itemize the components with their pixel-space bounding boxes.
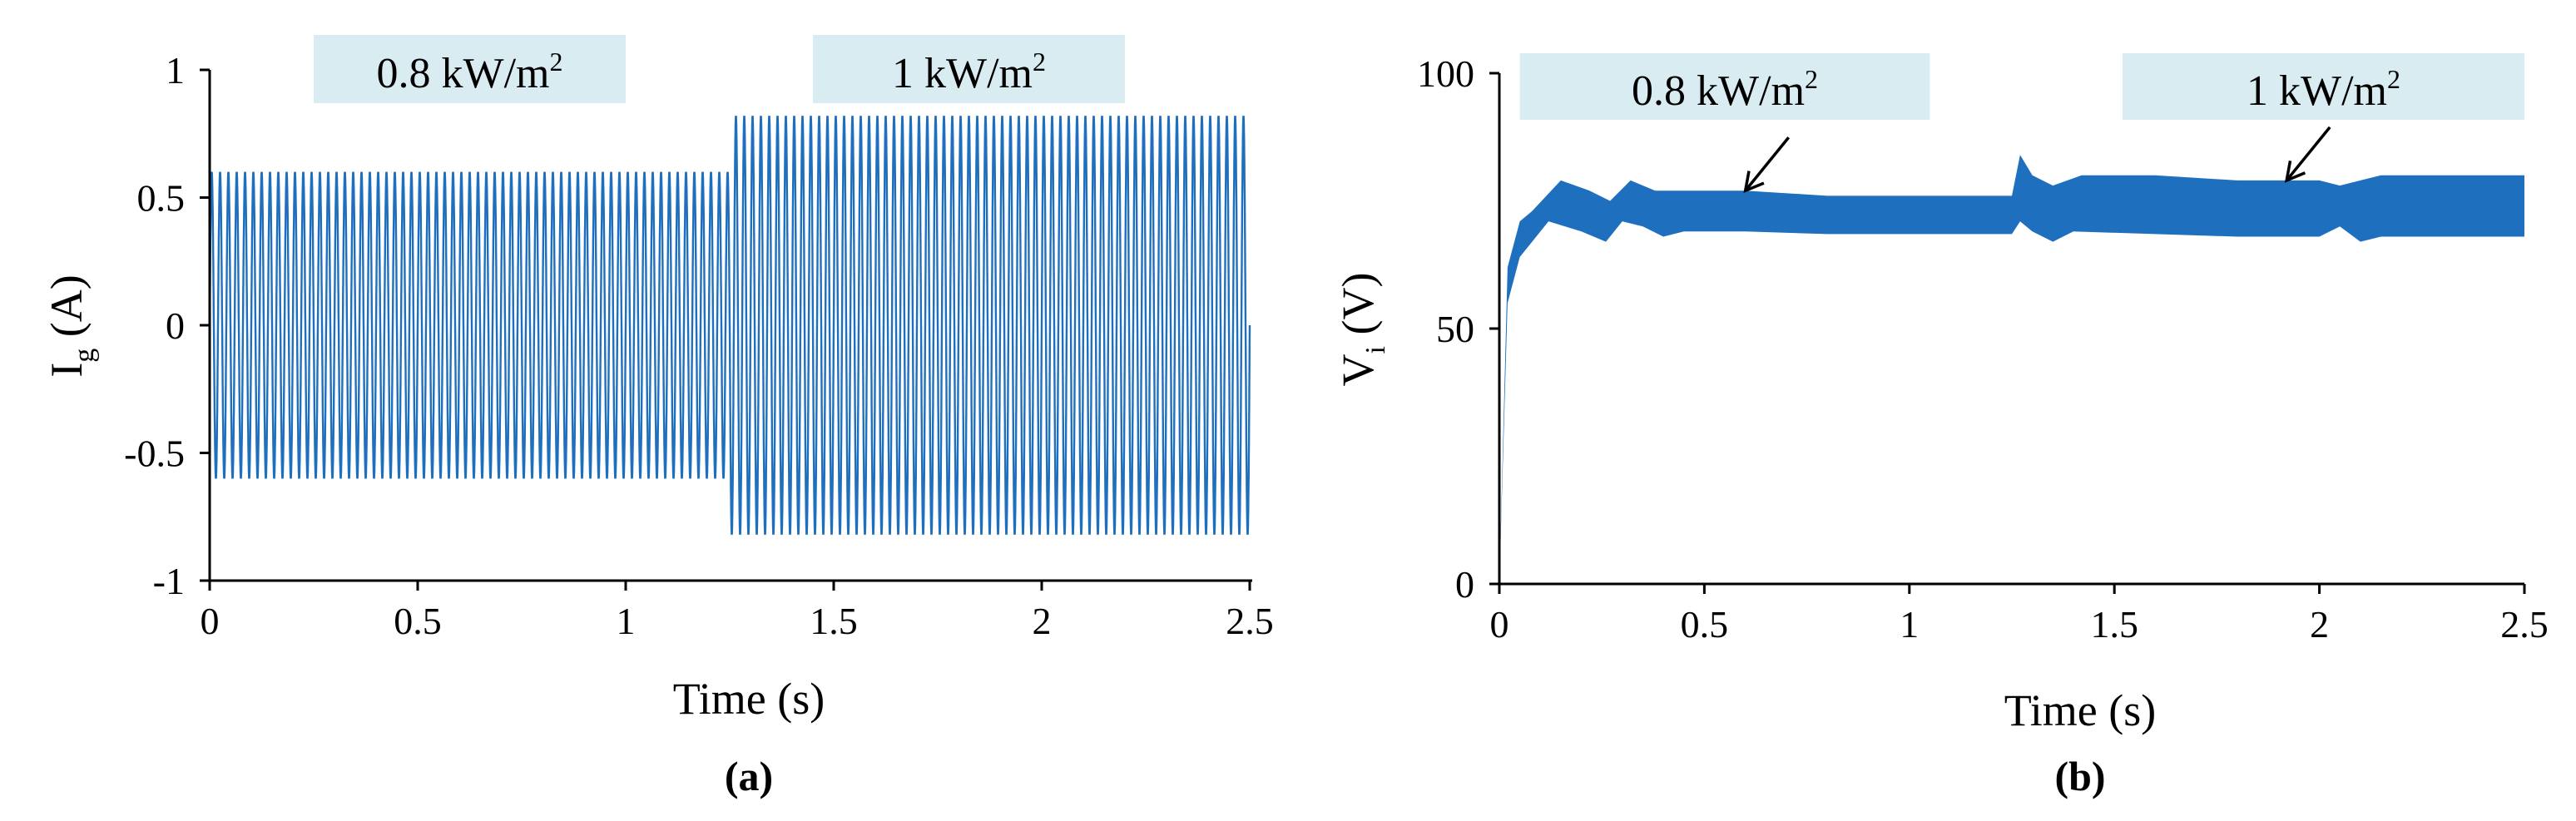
annotation-label: 0.8 kW/m2 <box>1632 64 1818 115</box>
annotation-label: 1 kW/m2 <box>892 47 1046 97</box>
annotation-box <box>1519 53 1930 120</box>
x-tick-label: 1.5 <box>2090 603 2138 645</box>
annotation-box <box>2123 53 2524 120</box>
y-tick-label: 1 <box>166 49 185 91</box>
x-tick-label: 0.5 <box>1681 603 1729 645</box>
chart-a-panel-label: (a) <box>725 753 773 799</box>
x-tick-label: 2.5 <box>1226 600 1274 642</box>
annotation-arrow-head <box>1743 171 1765 194</box>
y-tick-label: 0.5 <box>137 177 186 220</box>
chart-a-x-label: Time (s) <box>673 674 825 724</box>
x-tick-label: 1 <box>617 600 636 642</box>
chart-a-y-ticks: 1 0.5 0 -0.5 -1 <box>124 49 210 602</box>
x-tick-label: 2.5 <box>2500 603 2549 645</box>
chart-b-x-ticks: 0 0.5 1 1.5 2 2.5 <box>1490 584 2549 645</box>
x-tick-label: 2 <box>2310 603 2329 645</box>
chart-a-y-label: Ig (A) <box>42 274 100 377</box>
chart-b: 0.8 kW/m2 1 kW/m2 100 50 0 0 0.5 1 1.5 2 2.5 Tim… <box>1333 52 2549 799</box>
y-tick-label: -1 <box>153 560 185 602</box>
y-tick-label: -0.5 <box>124 433 185 475</box>
chart-b-annotations: 0.8 kW/m2 1 kW/m2 <box>1519 53 2524 120</box>
chart-a-annotations: 0.8 kW/m2 1 kW/m2 <box>314 35 1125 103</box>
x-tick-label: 0.5 <box>394 600 442 642</box>
y-tick-label: 0 <box>1455 563 1474 606</box>
annotation-arrow-head <box>2284 160 2306 183</box>
annotation-arrow-shaft <box>1744 136 1791 192</box>
x-tick-label: 2 <box>1033 600 1052 642</box>
y-tick-label: 50 <box>1436 308 1474 350</box>
annotation-box <box>813 35 1125 103</box>
chart-a-x-ticks: 0 0.5 1 1.5 2 2.5 <box>201 581 1274 642</box>
chart-b-panel-label: (b) <box>2054 753 2105 799</box>
y-tick-label: 0 <box>166 304 185 347</box>
annotation-label: 0.8 kW/m2 <box>377 47 563 97</box>
chart-b-series-band <box>1499 155 2524 584</box>
y-tick-label: 100 <box>1417 52 1474 95</box>
chart-b-y-ticks: 100 50 0 <box>1417 52 1499 606</box>
x-tick-label: 1 <box>1900 603 1919 645</box>
annotation-label: 1 kW/m2 <box>2247 64 2400 115</box>
x-tick-label: 0 <box>201 600 220 642</box>
annotation-arrow-shaft <box>2285 126 2331 182</box>
chart-b-annotation-arrows <box>1743 126 2331 194</box>
x-tick-label: 0 <box>1490 603 1509 645</box>
x-tick-label: 1.5 <box>810 600 858 642</box>
chart-b-y-label: Vi (V) <box>1333 273 1391 387</box>
chart-a: 0.8 kW/m2 1 kW/m2 1 0.5 0 -0.5 -1 0 0.5 1 1.5 2 2.… <box>42 35 1274 799</box>
chart-b-x-label: Time (s) <box>2004 685 2157 735</box>
annotation-box <box>314 35 626 103</box>
chart-a-series-line <box>208 116 1251 535</box>
